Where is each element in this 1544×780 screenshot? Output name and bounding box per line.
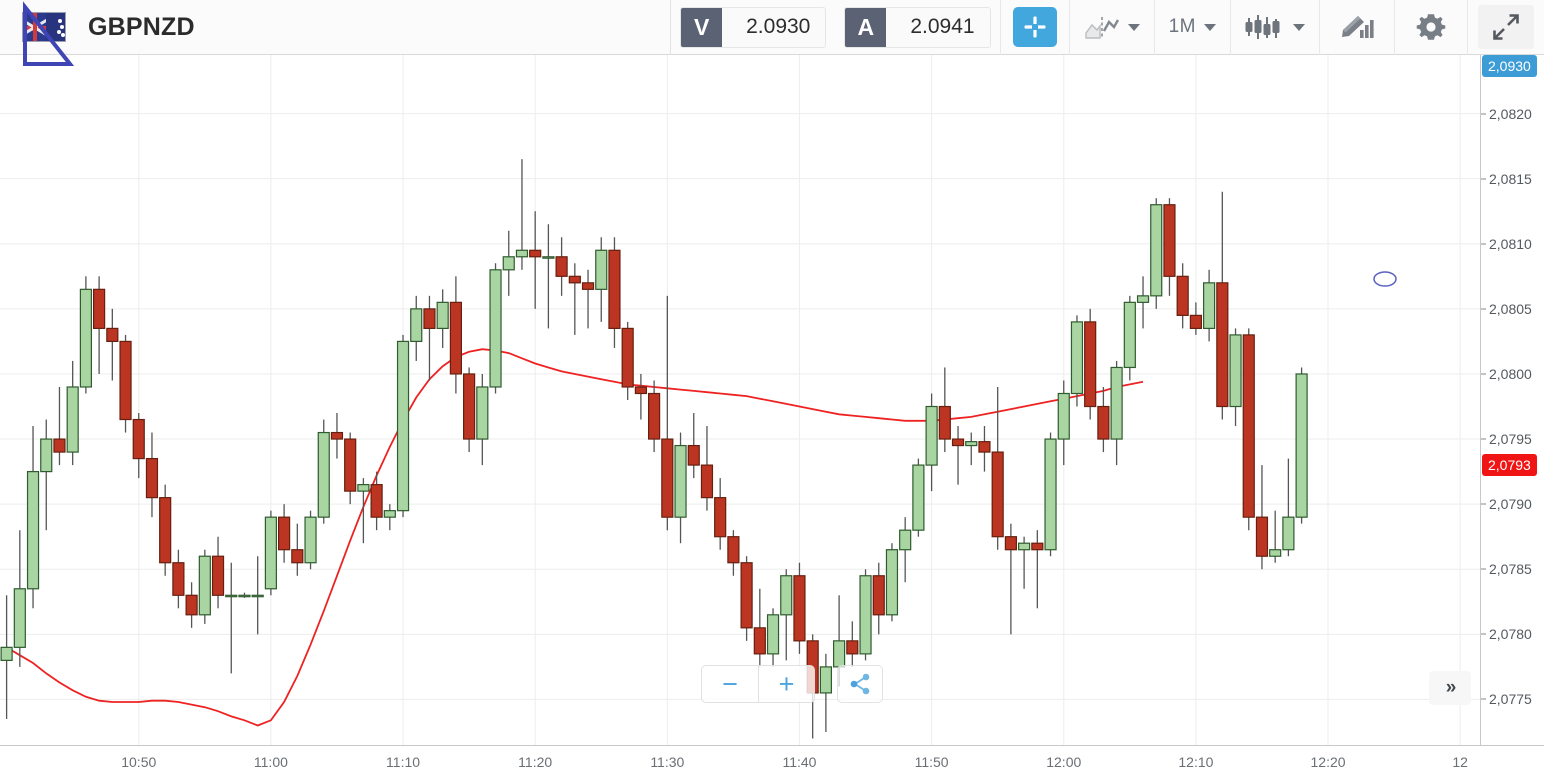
time-axis-label: 12:10	[1178, 754, 1214, 770]
symbol-group[interactable]: GBPNZD	[0, 0, 195, 55]
price-axis-label: 2,0805	[1489, 300, 1532, 317]
chart-tools-group: 1M	[999, 0, 1544, 55]
candlestick-series	[0, 159, 1308, 739]
moving-average-line	[6, 348, 1144, 727]
bid-tag: V	[681, 7, 723, 47]
candlestick-style-icon	[1245, 15, 1280, 39]
price-tick	[1481, 308, 1486, 310]
scroll-to-latest-button[interactable]: »	[1429, 671, 1471, 705]
price-tick	[1481, 373, 1486, 375]
time-axis-label: 12:00	[1046, 754, 1082, 770]
price-axis-label: 2,0795	[1489, 431, 1532, 448]
time-axis-label: 11:40	[782, 754, 817, 770]
zoom-out-button[interactable]: −	[722, 668, 738, 699]
price-tick	[1481, 698, 1486, 700]
timeframe-label: 1M	[1168, 16, 1196, 37]
time-axis-label: 11:50	[914, 754, 949, 770]
chevron-down-icon[interactable]	[1293, 23, 1305, 31]
bid-price-cell[interactable]: V 2.0930	[680, 6, 827, 48]
price-axis-label: 2,0775	[1489, 691, 1532, 708]
price-axis-label: 2,0790	[1489, 496, 1532, 513]
price-axis-label: 2,0800	[1489, 365, 1532, 382]
price-axis-label: 2,0785	[1489, 561, 1532, 578]
crosshair-icon[interactable]	[1012, 7, 1057, 47]
chart-toolbar: GBPNZD V 2.0930 A 2.0941	[0, 0, 1544, 55]
last-price-badge: 2,0793	[1482, 454, 1537, 477]
price-tick	[1481, 113, 1486, 115]
chart-plot-area[interactable]	[0, 55, 1480, 745]
chart-type-icon	[1084, 17, 1119, 39]
drawing-annotations	[1373, 271, 1397, 287]
zoom-in-button[interactable]: +	[758, 666, 814, 702]
settings-button[interactable]	[1394, 0, 1467, 55]
zoom-controls: − +	[701, 665, 815, 703]
price-tick	[1481, 243, 1486, 245]
price-tick	[1481, 178, 1486, 180]
ask-price-cell[interactable]: A 2.0941	[844, 6, 991, 48]
ask-price-value: 2.0941	[910, 15, 975, 38]
share-button[interactable]	[837, 665, 883, 703]
indicator-pen-icon	[1342, 16, 1374, 38]
price-quote-group: V 2.0930 A 2.0941	[670, 0, 999, 55]
price-tick	[1481, 633, 1486, 635]
gbp-nzd-flags-icon	[22, 12, 66, 42]
crosshair-tool-wrap	[999, 0, 1069, 55]
price-axis-label: 2,0820	[1489, 105, 1532, 122]
price-axis-label: 2,0810	[1489, 235, 1532, 252]
price-axis-label: 2,0780	[1489, 626, 1532, 643]
bid-price-badge: 2,0930	[1482, 55, 1537, 77]
time-axis-label: 12	[1452, 754, 1468, 770]
bid-price-value: 2.0930	[746, 15, 811, 38]
price-axis[interactable]: 2,0820 2,0815 2,0810 2,0805 2,0800 2,0795 2,07…	[1480, 55, 1544, 745]
time-axis-label: 11:20	[518, 754, 553, 770]
fullscreen-expand-icon[interactable]	[1478, 5, 1534, 49]
price-tick	[1481, 438, 1486, 440]
time-axis-label: 11:00	[253, 754, 288, 770]
time-axis-label: 11:10	[386, 754, 421, 770]
time-axis-label: 12:20	[1310, 754, 1346, 770]
price-tick	[1481, 568, 1486, 570]
time-axis-label: 11:30	[650, 754, 685, 770]
chevron-down-icon[interactable]	[1204, 23, 1216, 31]
timeframe-button[interactable]: 1M	[1153, 0, 1230, 55]
fullscreen-button[interactable]	[1467, 0, 1544, 55]
time-axis-label: 10:50	[121, 754, 157, 770]
time-axis[interactable]: 10:50 11:00 11:10 11:20 11:30 11:40 11:50 12:00…	[0, 745, 1544, 780]
share-network-icon	[850, 673, 870, 695]
price-tick	[1481, 503, 1486, 505]
candle-style-button[interactable]	[1230, 0, 1319, 55]
gear-icon	[1416, 14, 1446, 40]
indicator-button[interactable]	[1319, 0, 1394, 55]
chevron-down-icon[interactable]	[1127, 23, 1140, 31]
page-title: GBPNZD	[88, 12, 195, 41]
price-axis-label: 2,0815	[1489, 170, 1532, 187]
ask-tag: A	[845, 7, 887, 47]
chart-type-button[interactable]	[1068, 0, 1154, 55]
